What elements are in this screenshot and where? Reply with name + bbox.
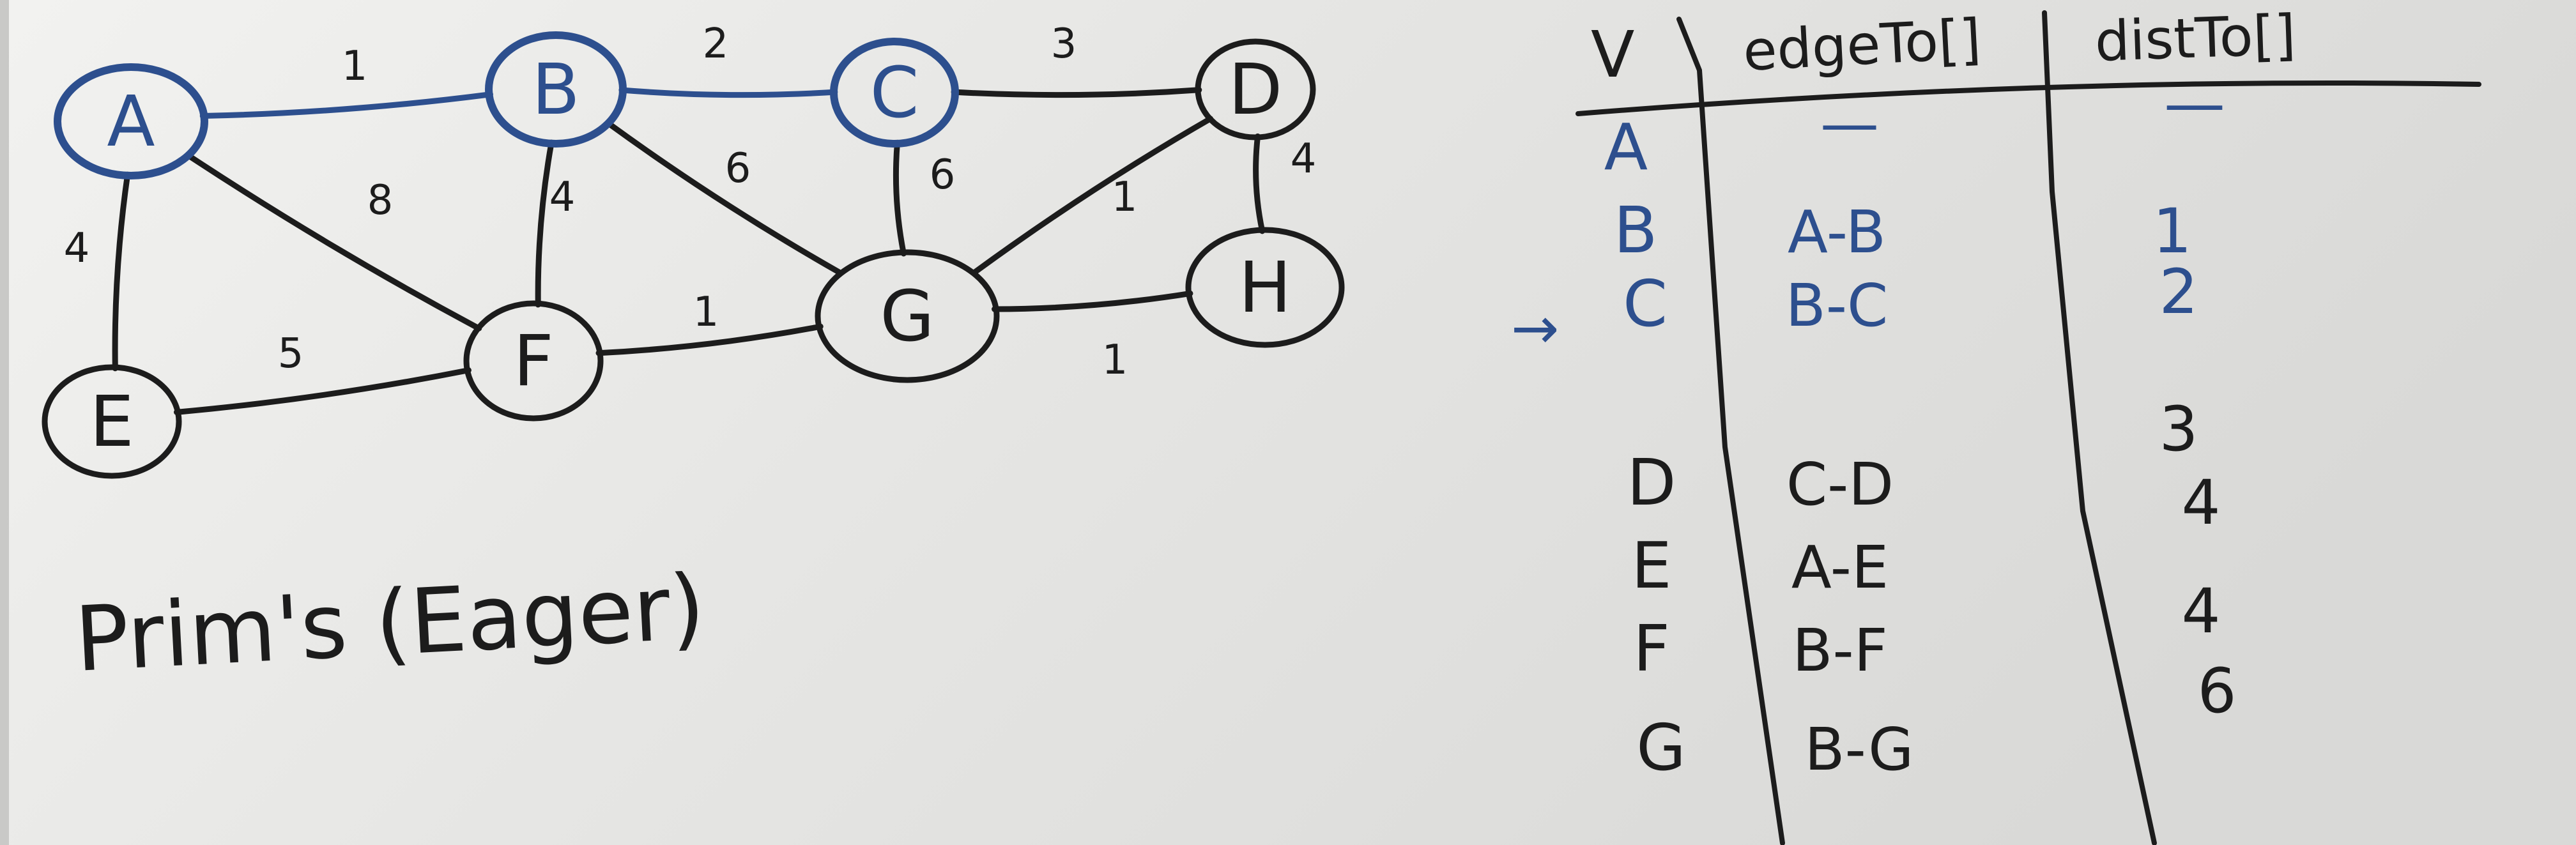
row-distto-b: 1 — [2152, 195, 2191, 267]
row-vertex-d: D — [1627, 445, 1676, 520]
node-circle-a — [54, 63, 208, 179]
edge-weight-B-G: 6 — [725, 145, 751, 192]
edge-C-D — [951, 87, 1202, 98]
row-vertex-c: C — [1623, 266, 1667, 341]
edge-weight-B-F: 4 — [549, 174, 576, 221]
node-circle-h — [1185, 227, 1345, 348]
header-edgeto: edgeTo[] — [1742, 8, 1982, 84]
node-e: E — [42, 364, 182, 479]
row-vertex-b: B — [1614, 193, 1658, 268]
node-label-g: G — [880, 275, 934, 357]
row-vertex-e: E — [1631, 528, 1671, 603]
node-circle-g — [815, 249, 1000, 383]
edge-G-H — [992, 290, 1193, 312]
edge-C-G — [893, 139, 907, 257]
header-vertex: V — [1591, 17, 1634, 92]
board-frame-shadow — [0, 0, 9, 845]
edge-B-C — [618, 87, 838, 98]
node-circle-f — [463, 300, 604, 422]
table-header-rule — [1575, 80, 2481, 116]
node-b: B — [485, 31, 627, 148]
row-distto-c: 2 — [2159, 256, 2198, 328]
node-label-b: B — [532, 49, 579, 130]
row-distto-g: 6 — [2197, 655, 2236, 727]
node-g: G — [815, 249, 1000, 383]
edge-weight-E-F: 5 — [278, 330, 304, 377]
edge-weight-G-H: 1 — [1102, 337, 1128, 384]
prim-table: V edgeTo[] distTo[] → A — — B A-B 1 C B-C 2 D C-D 3… — [1511, 3, 2481, 845]
row-edgeto-g: B-G — [1805, 715, 1914, 784]
edge-A-E — [112, 171, 131, 372]
edge-weight-A-B: 1 — [342, 43, 368, 90]
node-f: F — [463, 300, 604, 422]
edge-weight-A-E: 4 — [64, 225, 90, 272]
row-vertex-g: G — [1636, 710, 1686, 785]
edge-weight-D-H: 4 — [1291, 135, 1317, 183]
node-label-c: C — [870, 52, 919, 133]
row-distto-f: 4 — [2181, 575, 2220, 647]
table-divider-1 — [1676, 17, 1785, 845]
node-d: D — [1195, 38, 1316, 141]
node-circle-c — [830, 38, 959, 148]
node-label-e: E — [89, 381, 134, 462]
row-distto-e: 4 — [2181, 467, 2220, 538]
edge-weight-C-G: 6 — [930, 151, 956, 199]
edge-weight-D-G: 1 — [1112, 174, 1138, 221]
edge-B-F — [535, 139, 555, 308]
row-edgeto-d: C-D — [1786, 450, 1894, 519]
node-label-a: A — [107, 80, 155, 162]
row-edgeto-c: B-C — [1786, 271, 1889, 340]
edge-F-G — [595, 323, 824, 356]
table-rows: A — — B A-B 1 C B-C 2 D C-D 3 E A-E 4 F B-F 4 G B-G 6 — [1604, 68, 2237, 785]
row-vertex-a: A — [1604, 110, 1648, 185]
edge-E-F — [173, 367, 471, 415]
edge-A-B — [199, 91, 493, 119]
row-vertex-f: F — [1633, 611, 1670, 686]
edge-D-H — [1253, 133, 1266, 234]
node-h: H — [1185, 227, 1345, 348]
edge-D-G — [972, 116, 1214, 275]
node-a: A — [54, 63, 208, 179]
node-circle-b — [485, 31, 627, 148]
node-label-d: D — [1229, 49, 1283, 130]
row-distto-a: — — [2164, 68, 2225, 139]
table-divider-2 — [2042, 10, 2157, 845]
node-c: C — [830, 38, 959, 148]
row-edgeto-b: A-B — [1788, 198, 1886, 266]
row-edgeto-f: B-F — [1792, 616, 1887, 685]
graph-edges: 1 2 3 4 8 4 6 6 1 4 5 1 1 — [64, 20, 1317, 415]
graph-nodes: A B C D E F G H — [42, 31, 1345, 479]
node-label-f: F — [513, 320, 553, 402]
current-vertex-arrow: → — [1511, 295, 1559, 362]
row-edgeto-a: — — [1820, 89, 1879, 158]
row-edgeto-e: A-E — [1791, 533, 1889, 602]
header-distto: distTo[] — [2094, 3, 2297, 74]
edge-B-G — [605, 120, 842, 275]
edge-weight-A-F: 8 — [367, 177, 394, 224]
edge-weight-F-G: 1 — [693, 289, 719, 336]
node-circle-e — [42, 364, 182, 479]
node-circle-d — [1195, 38, 1316, 141]
node-label-h: H — [1239, 247, 1292, 328]
row-distto-d: 3 — [2159, 393, 2198, 465]
edge-weight-C-D: 3 — [1051, 20, 1077, 68]
edge-A-F — [186, 153, 482, 331]
edge-weight-B-C: 2 — [703, 20, 729, 68]
